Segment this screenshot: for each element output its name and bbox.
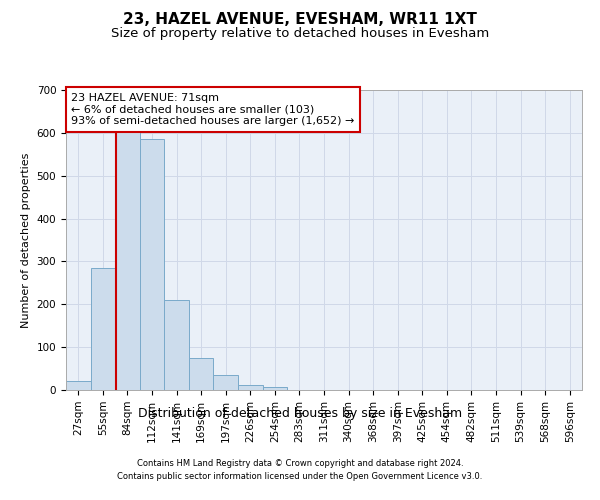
Bar xyxy=(238,385,263,390)
Text: 23, HAZEL AVENUE, EVESHAM, WR11 1XT: 23, HAZEL AVENUE, EVESHAM, WR11 1XT xyxy=(123,12,477,28)
Text: Distribution of detached houses by size in Evesham: Distribution of detached houses by size … xyxy=(138,408,462,420)
Text: Contains HM Land Registry data © Crown copyright and database right 2024.: Contains HM Land Registry data © Crown c… xyxy=(137,458,463,468)
Bar xyxy=(263,386,287,390)
Bar xyxy=(189,358,214,390)
Bar xyxy=(66,382,91,390)
Text: 23 HAZEL AVENUE: 71sqm
← 6% of detached houses are smaller (103)
93% of semi-det: 23 HAZEL AVENUE: 71sqm ← 6% of detached … xyxy=(71,93,355,126)
Bar xyxy=(91,268,115,390)
Text: Contains public sector information licensed under the Open Government Licence v3: Contains public sector information licen… xyxy=(118,472,482,481)
Bar xyxy=(115,116,140,390)
Text: Size of property relative to detached houses in Evesham: Size of property relative to detached ho… xyxy=(111,28,489,40)
Bar xyxy=(214,375,238,390)
Bar xyxy=(164,300,189,390)
Y-axis label: Number of detached properties: Number of detached properties xyxy=(21,152,31,328)
Bar xyxy=(140,140,164,390)
